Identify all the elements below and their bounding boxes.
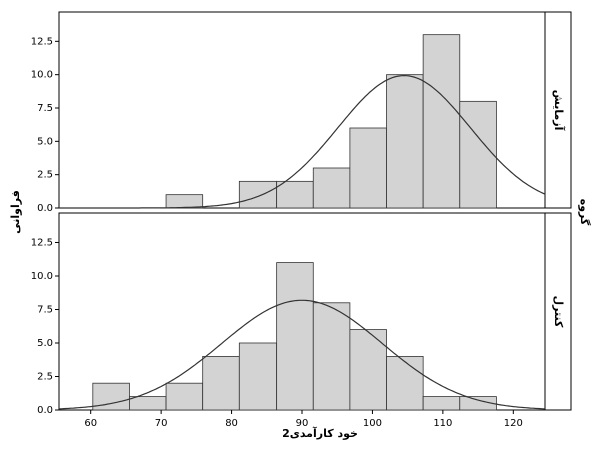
y-tick-label: 2.5 bbox=[37, 371, 53, 382]
bar bbox=[238, 342, 278, 411]
y-tick-label: 7.5 bbox=[37, 103, 53, 114]
normal-curve bbox=[59, 74, 546, 209]
bar bbox=[386, 355, 424, 411]
bar bbox=[276, 262, 314, 411]
panel-label: آزمایش bbox=[552, 90, 566, 131]
bar bbox=[349, 329, 387, 411]
x-tick-label: 100 bbox=[363, 418, 382, 429]
y-tick-label: 10.0 bbox=[31, 70, 53, 81]
y-tick-label: 0.0 bbox=[37, 203, 53, 214]
bar bbox=[349, 127, 387, 209]
y-tick-label: 12.5 bbox=[31, 237, 53, 248]
y-tick-label: 7.5 bbox=[37, 304, 53, 315]
x-axis-title: خود کارآمدی2 bbox=[282, 426, 358, 440]
x-tick-label: 120 bbox=[504, 418, 523, 429]
normal-curve bbox=[58, 299, 546, 410]
bar bbox=[238, 180, 278, 209]
y-tick-label: 2.5 bbox=[37, 170, 53, 181]
y-tick-label: 5.0 bbox=[37, 136, 53, 147]
bar bbox=[386, 74, 424, 209]
y-tick-label: 10.0 bbox=[31, 271, 53, 282]
y-tick-label: 5.0 bbox=[37, 338, 53, 349]
bar bbox=[165, 382, 204, 411]
y-tick-label: 0.0 bbox=[37, 405, 53, 416]
bar bbox=[422, 34, 461, 209]
bar bbox=[459, 396, 497, 411]
bar bbox=[459, 100, 497, 209]
bar bbox=[276, 180, 314, 209]
bar bbox=[165, 194, 204, 209]
bar bbox=[422, 396, 461, 411]
panel-strip bbox=[544, 212, 572, 411]
x-tick-label: 70 bbox=[155, 418, 168, 429]
x-tick-label: 90 bbox=[296, 418, 309, 429]
bar bbox=[312, 167, 351, 209]
y-tick-label: 12.5 bbox=[31, 36, 53, 47]
bar bbox=[129, 396, 167, 411]
panel-label: کنترل bbox=[552, 296, 565, 328]
x-tick-label: 60 bbox=[84, 418, 97, 429]
x-tick-label: 80 bbox=[225, 418, 238, 429]
y-axis-title: فراوانی bbox=[9, 190, 22, 234]
x-tick-label: 110 bbox=[433, 418, 452, 429]
bar bbox=[312, 302, 351, 411]
bar bbox=[202, 355, 240, 411]
group-title: گروه bbox=[578, 199, 591, 226]
panel-strip bbox=[544, 11, 572, 209]
